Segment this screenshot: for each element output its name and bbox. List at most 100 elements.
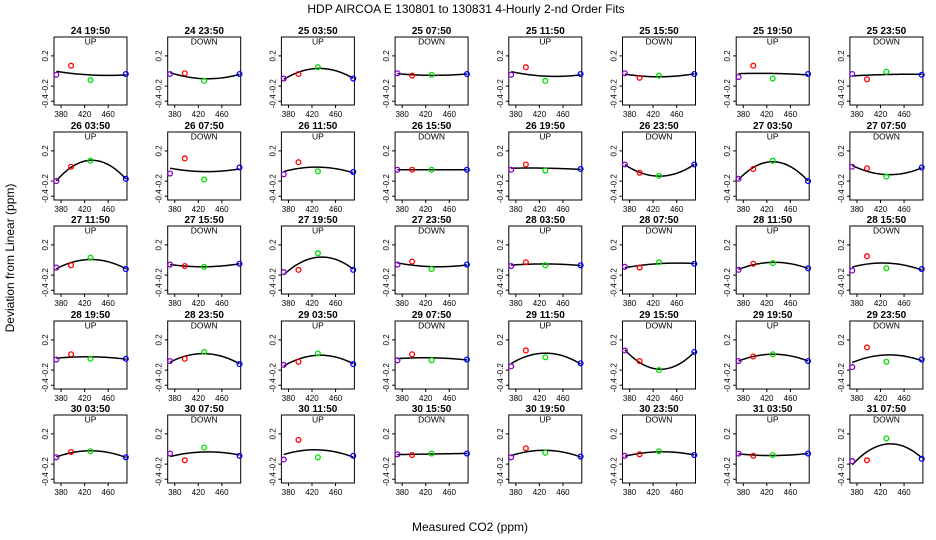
panel-frame	[394, 131, 469, 201]
data-point	[655, 448, 663, 455]
fit-curve	[56, 70, 126, 77]
x-tick-label: 420	[874, 299, 888, 308]
panel-direction: UP	[85, 37, 97, 47]
x-tick-label: 420	[533, 110, 547, 119]
y-tick-label: 0.2	[382, 50, 391, 62]
x-tick-label: 380	[850, 394, 864, 403]
panel-frame	[622, 131, 696, 201]
fit-curve	[283, 67, 354, 81]
panel-direction: DOWN	[646, 226, 673, 236]
y-tick-label: -0.4	[723, 283, 732, 297]
fit-curve	[169, 451, 240, 458]
panel-frame	[622, 36, 696, 106]
data-point	[409, 258, 416, 265]
x-tick-label: 460	[215, 488, 229, 497]
y-tick-label: 0.2	[723, 428, 732, 440]
data-point	[68, 163, 75, 170]
x-tick-label: 420	[192, 205, 206, 214]
x-tick-label: 420	[874, 394, 888, 403]
panel-frame	[280, 414, 355, 484]
panel-direction: UP	[85, 132, 97, 142]
fit-curve	[169, 167, 240, 173]
panel-frame	[508, 320, 583, 390]
x-tick-label: 420	[646, 205, 660, 214]
x-tick-label: 460	[101, 299, 115, 308]
data-point	[577, 262, 584, 269]
y-tick-label: -0.4	[268, 378, 277, 392]
data-point	[350, 452, 357, 459]
x-tick-label: 460	[101, 394, 115, 403]
x-tick-label: 460	[329, 205, 343, 214]
y-tick-label: -0.4	[155, 94, 164, 108]
y-tick-label: -0.2	[41, 363, 50, 377]
y-tick-label: -0.4	[610, 189, 619, 203]
y-tick-label: -0.4	[496, 283, 505, 297]
x-axis-label: Measured CO2 (ppm)	[412, 520, 528, 534]
x-tick-label: 380	[737, 110, 751, 119]
y-tick-label: -0.2	[155, 457, 164, 471]
data-point	[53, 71, 60, 78]
data-point	[542, 167, 549, 174]
panel-frame	[53, 36, 128, 106]
panel-frame	[508, 36, 583, 106]
x-tick-label: 460	[556, 299, 570, 308]
x-tick-label: 380	[54, 299, 68, 308]
y-tick-label: -0.2	[155, 363, 164, 377]
x-tick-label: 420	[646, 488, 660, 497]
data-point	[691, 260, 698, 267]
panel-direction: DOWN	[646, 37, 673, 47]
x-tick-label: 460	[215, 299, 229, 308]
y-tick-label: -0.4	[41, 283, 50, 297]
data-point	[280, 269, 287, 276]
x-tick-label: 420	[760, 205, 774, 214]
data-point	[691, 451, 698, 459]
data-point	[236, 70, 243, 78]
y-tick-label: -0.4	[382, 94, 391, 108]
x-tick-label: 420	[874, 110, 888, 119]
y-tick-label: 0.2	[41, 334, 50, 346]
data-point	[750, 260, 757, 267]
panel-direction: DOWN	[418, 132, 445, 142]
data-point	[542, 77, 549, 84]
panel-direction: DOWN	[873, 226, 900, 236]
y-tick-label: -0.4	[610, 283, 619, 297]
panel-title: 30 03:50	[71, 404, 111, 415]
data-point	[849, 364, 856, 371]
y-tick-label: -0.4	[41, 94, 50, 108]
data-point	[53, 178, 60, 185]
x-tick-label: 420	[419, 205, 433, 214]
x-tick-label: 420	[533, 205, 547, 214]
panel-direction: UP	[85, 226, 97, 236]
y-tick-label: -0.4	[837, 189, 846, 203]
fit-curve	[851, 164, 923, 176]
fit-curve	[738, 72, 809, 76]
x-tick-label: 420	[533, 488, 547, 497]
data-point	[295, 436, 302, 443]
x-tick-label: 380	[395, 488, 409, 497]
x-tick-label: 420	[760, 394, 774, 403]
x-tick-label: 420	[419, 110, 433, 119]
panel-frame	[394, 225, 469, 295]
fit-curve	[852, 262, 922, 271]
panel-title: 25 19:50	[753, 26, 793, 37]
x-tick-label: 460	[670, 205, 684, 214]
data-point	[508, 363, 515, 370]
y-tick-label: 0.2	[837, 334, 846, 346]
data-point	[621, 452, 628, 459]
y-tick-label: -0.4	[268, 94, 277, 108]
y-axis-label: Deviation from Linear (ppm)	[3, 184, 17, 333]
x-tick-label: 460	[556, 394, 570, 403]
x-tick-label: 460	[670, 394, 684, 403]
x-tick-label: 460	[215, 110, 229, 119]
panel-title: 30 07:50	[184, 404, 224, 415]
panel-direction: DOWN	[191, 321, 218, 331]
fit-curve	[169, 71, 240, 80]
data-point	[542, 449, 549, 456]
x-tick-label: 420	[646, 110, 660, 119]
data-point	[621, 161, 628, 168]
